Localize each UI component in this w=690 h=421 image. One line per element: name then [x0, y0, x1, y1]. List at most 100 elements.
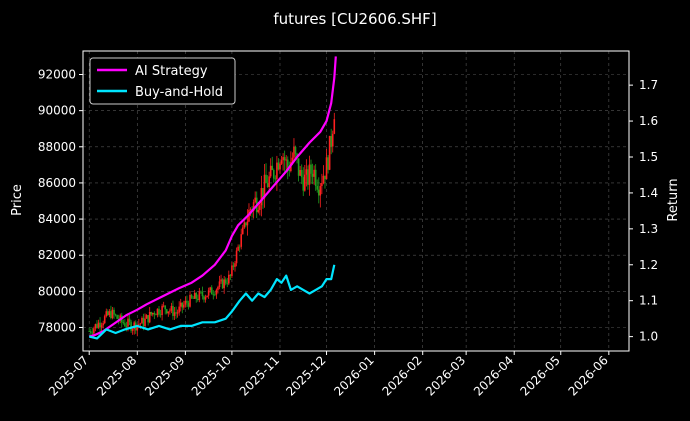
candle-body — [113, 309, 115, 315]
candle-body — [291, 157, 294, 163]
y-left-tick-label: 92000 — [38, 67, 76, 81]
candle-body — [269, 165, 272, 177]
candle-body — [257, 209, 260, 213]
candle-body — [299, 170, 301, 176]
candle-body — [184, 300, 187, 305]
candle-body — [99, 322, 101, 328]
candle-body — [96, 324, 98, 328]
candle-body — [243, 222, 246, 228]
x-tick-label: 2026-06 — [566, 353, 611, 398]
legend-label-buy-and-hold: Buy-and-Hold — [135, 85, 223, 100]
candle-body — [161, 305, 163, 315]
candle-body — [150, 312, 153, 315]
candle-body — [103, 316, 106, 324]
candle-body — [144, 318, 146, 327]
series-line-buy-and-hold — [88, 264, 336, 340]
y-left-ticks: 78000 80000 82000 84000 86000 88000 90000 92000 — [38, 67, 83, 335]
candle-body — [327, 157, 329, 170]
candle-body — [124, 323, 126, 327]
y-right-tick-label: 1.7 — [639, 78, 658, 92]
x-tick-label: 2025-12 — [283, 353, 328, 398]
candle-body — [203, 296, 205, 300]
candle-body — [293, 146, 295, 158]
candle-body — [162, 305, 165, 307]
plot-frame — [82, 50, 630, 352]
candle-body — [159, 314, 162, 316]
candle-body — [97, 322, 100, 328]
candle-body — [228, 274, 230, 284]
y-left-tick-label: 88000 — [38, 140, 76, 154]
candle-body — [201, 291, 204, 297]
x-tick-label: 2025-09 — [142, 353, 187, 398]
candle-body — [200, 291, 202, 293]
x-axis-ticks: 2025-07 2025-08 2025-09 2025-10 2025-11 2025-… — [46, 351, 611, 399]
candle-body — [190, 294, 193, 298]
x-tick-label: 2026-04 — [471, 353, 516, 398]
candle-body — [235, 250, 238, 264]
candle-body — [148, 312, 151, 323]
y-left-tick-label: 80000 — [38, 284, 76, 298]
candle-body — [193, 292, 196, 299]
candle-body — [139, 323, 142, 325]
series-lines — [88, 56, 337, 340]
candle-body — [111, 309, 114, 318]
candle-body — [319, 186, 322, 196]
candle-body — [285, 159, 287, 161]
candle-body — [304, 174, 306, 191]
candle-body — [189, 294, 191, 307]
candle-body — [130, 321, 132, 331]
chart-title: futures [CU2606.SHF] — [273, 10, 436, 28]
candle-body — [331, 133, 334, 147]
candle-body — [183, 304, 185, 308]
candle-body — [102, 323, 104, 326]
candle-body — [277, 162, 280, 170]
y-left-tick-label: 84000 — [38, 212, 76, 226]
y-right-ticks: 1.0 1.1 1.2 1.3 1.4 1.5 1.6 1.7 — [629, 78, 658, 344]
candle-body — [274, 178, 277, 180]
x-tick-label: 2026-05 — [518, 353, 563, 398]
y-axis-label-right: Return — [666, 178, 681, 221]
candle-body — [164, 305, 167, 310]
candle-body — [195, 292, 198, 299]
y-right-tick-label: 1.5 — [639, 150, 658, 164]
candlesticks — [88, 112, 336, 339]
candle-body — [307, 169, 309, 185]
candle-body — [105, 311, 108, 317]
candle-body — [263, 174, 266, 199]
candle-body — [245, 222, 247, 226]
candle-body — [175, 312, 177, 314]
candle-body — [173, 312, 176, 316]
candle-body — [283, 157, 286, 161]
y-left-tick-label: 82000 — [38, 248, 76, 262]
candle-body — [116, 315, 118, 319]
candle-body — [237, 246, 239, 251]
x-tick-label: 2025-08 — [94, 353, 139, 398]
candle-body — [260, 188, 263, 206]
candle-body — [232, 265, 235, 267]
candle-body — [325, 157, 328, 180]
candle-body — [165, 309, 168, 314]
candle-body — [138, 324, 140, 325]
candle-body — [223, 279, 225, 289]
candle-body — [240, 234, 243, 247]
candle-body — [288, 169, 291, 172]
candle-body — [210, 287, 213, 295]
candle-body — [158, 308, 160, 315]
candle-body — [114, 314, 117, 316]
candle-body — [147, 315, 149, 323]
y-right-tick-label: 1.1 — [639, 294, 658, 308]
candle-body — [178, 306, 180, 313]
candle-body — [220, 279, 222, 282]
candle-body — [302, 177, 305, 191]
y-right-tick-label: 1.4 — [639, 186, 658, 200]
y-right-tick-label: 1.0 — [639, 330, 658, 344]
candle-body — [311, 173, 314, 177]
candle-body — [153, 312, 156, 315]
candle-body — [155, 314, 157, 316]
candle-body — [308, 164, 311, 185]
candle-body — [279, 163, 281, 170]
candle-body — [128, 318, 131, 322]
candle-body — [145, 315, 148, 319]
y-right-tick-label: 1.6 — [639, 114, 658, 128]
